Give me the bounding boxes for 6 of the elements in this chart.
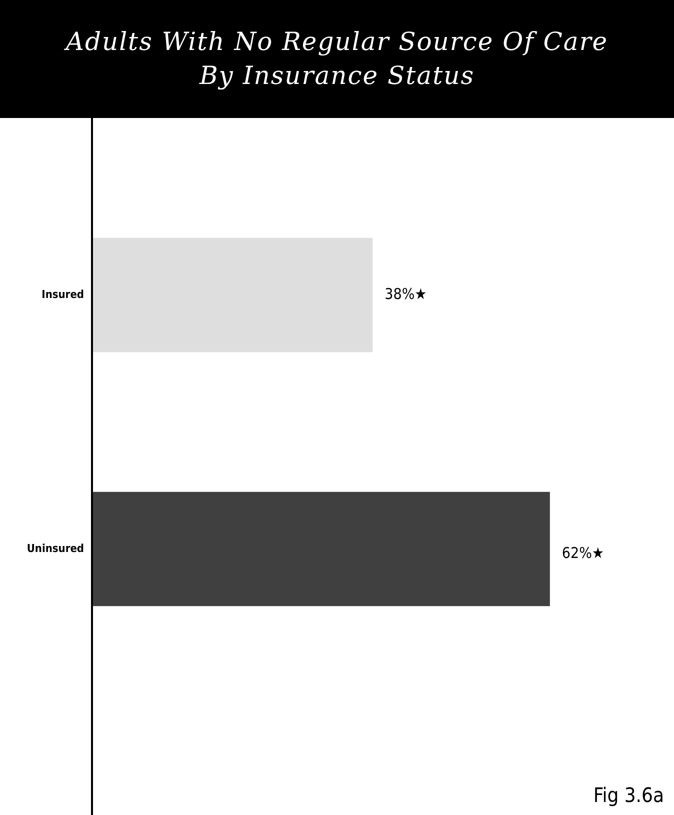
chart-title: Adults With No Regular Source Of Care By Insurance Status bbox=[0, 0, 674, 118]
caption: Fig 3.6a bbox=[593, 783, 664, 808]
data-label: 38%★ bbox=[384, 284, 427, 303]
y-tick-label: Uninsured bbox=[26, 542, 84, 555]
data-label: 62%★ bbox=[562, 544, 604, 562]
y-tick-label: Insured bbox=[42, 288, 84, 301]
